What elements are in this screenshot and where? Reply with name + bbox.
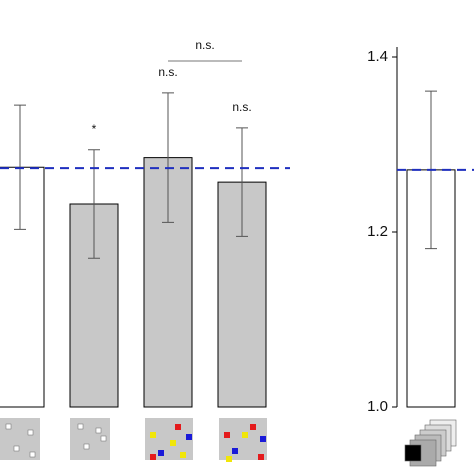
y-tick-label: 1.2 [367, 223, 388, 240]
y-tick-label: 1.4 [367, 48, 388, 65]
bar [0, 166, 45, 408]
annotation: n.s. [158, 65, 177, 79]
annotation: n.s. [232, 100, 251, 114]
stimulus-icons [0, 418, 457, 467]
bracket-label: n.s. [195, 38, 214, 52]
annotation: * [92, 122, 97, 136]
y-tick-label: 1.0 [367, 398, 388, 415]
icon [219, 418, 267, 460]
stack-icon [404, 419, 457, 467]
